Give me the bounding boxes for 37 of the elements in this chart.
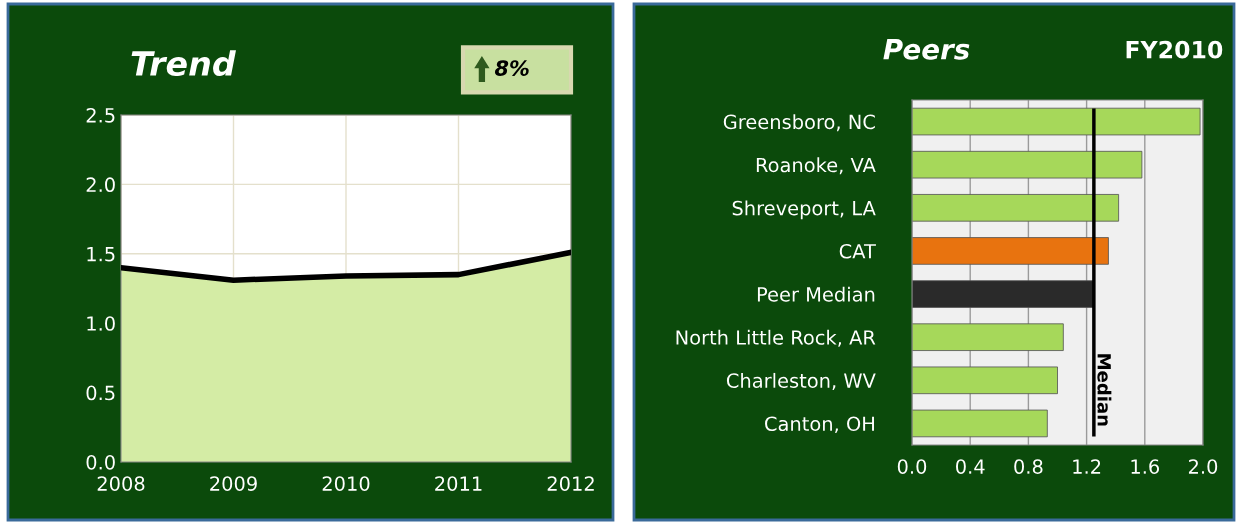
x-tick-label: 1.2 — [1073, 459, 1101, 474]
x-tick-label: 0.8 — [1014, 459, 1043, 474]
x-tick-label: 0.0 — [897, 459, 927, 474]
bar — [912, 323, 1064, 351]
bar — [912, 280, 1095, 308]
y-tick-label: CAT — [839, 243, 876, 259]
y-tick-label: Peer Median — [757, 286, 875, 302]
bar — [912, 409, 1048, 438]
y-tick-label: Charleston, WV — [726, 372, 876, 390]
x-tick-label: 2008 — [97, 476, 145, 491]
bar — [912, 194, 1120, 222]
x-tick-label: 2010 — [322, 476, 370, 491]
chart-title: Trend — [131, 50, 236, 77]
bar — [912, 150, 1143, 179]
x-tick-label: 2012 — [547, 476, 594, 491]
y-tick-label: 1.5 — [87, 247, 115, 262]
y-tick-label: 2.0 — [86, 177, 115, 193]
x-tick-label: 0.4 — [956, 459, 985, 474]
x-tick-label: 2009 — [210, 476, 257, 491]
y-tick-label: Roanoke, VA — [756, 157, 876, 175]
chart-title: Peers — [883, 39, 970, 60]
text: 8% — [494, 60, 529, 76]
y-tick-label: 1.0 — [87, 316, 115, 331]
y-tick-label: North Little Rock, AR — [676, 329, 876, 347]
x-tick-label: 2.0 — [1188, 459, 1218, 474]
y-tick-label: 2.5 — [86, 107, 115, 123]
chart-subtitle: FY2010 — [1126, 40, 1223, 59]
bar — [912, 366, 1058, 395]
y-tick-label: Canton, OH — [765, 416, 874, 434]
y-tick-label: 0.5 — [86, 385, 115, 401]
bar — [912, 237, 1109, 265]
x-tick-label: 1.6 — [1131, 459, 1160, 474]
bar — [912, 107, 1201, 136]
x-tick-label: 2011 — [435, 476, 482, 491]
y-tick-label: Shreveport, LA — [732, 200, 876, 220]
y-tick-label: Greensboro, NC — [723, 114, 875, 132]
ref-line-label: Median — [1097, 354, 1112, 426]
